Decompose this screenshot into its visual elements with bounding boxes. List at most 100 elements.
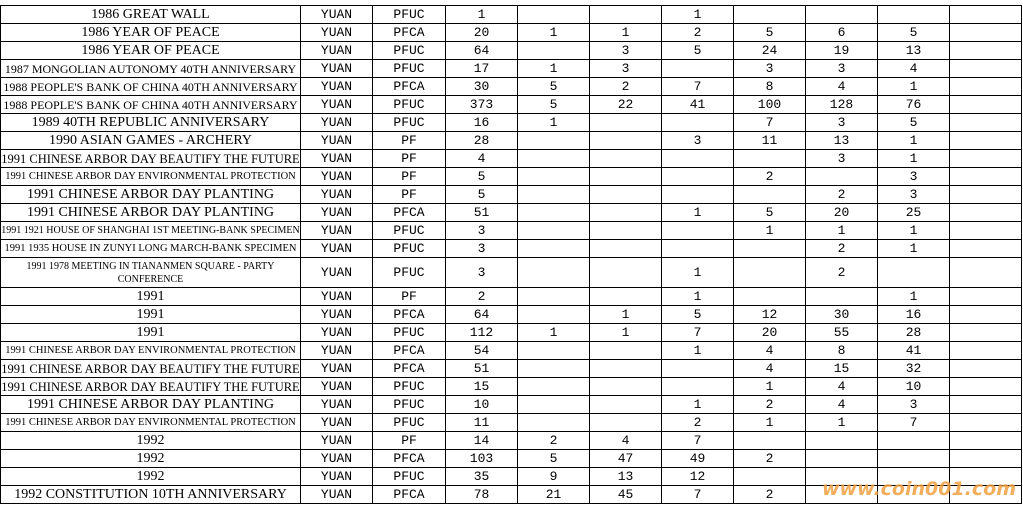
grade-cell: PF — [372, 167, 446, 186]
table-row: 1991 YUAN PFCA 64 1 5 12 30 16 — [0, 305, 1022, 324]
unit-cell: YUAN — [300, 485, 373, 504]
total-cell: 20 — [445, 23, 518, 42]
total-cell: 3 — [445, 221, 518, 240]
name-cell: 1991 CHINESE ARBOR DAY ENVIRONMENTAL PRO… — [0, 413, 301, 432]
unit-cell: YUAN — [300, 167, 373, 186]
name-cell: 1986 YEAR OF PEACE — [0, 23, 301, 42]
count-cell: 9 — [517, 467, 590, 486]
count-cell — [589, 341, 662, 360]
table-row: 1986 GREAT WALL YUAN PFUC 1 1 — [0, 5, 1022, 24]
grade-cell: PFUC — [372, 59, 446, 78]
count-cell: 3 — [805, 59, 878, 78]
count-cell: 8 — [733, 77, 806, 96]
count-cell — [589, 185, 662, 204]
name-cell: 1989 40TH REPUBLIC ANNIVERSARY — [0, 113, 301, 132]
count-cell: 10 — [877, 377, 950, 396]
count-cell: 1 — [661, 341, 734, 360]
total-cell: 103 — [445, 449, 518, 468]
table-row: 1987 MONGOLIAN AUTONOMY 40TH ANNIVERSARY… — [0, 59, 1022, 78]
name-cell: 1986 GREAT WALL — [0, 5, 301, 24]
count-cell: 1 — [877, 77, 950, 96]
count-cell — [517, 377, 590, 396]
count-cell — [517, 5, 590, 24]
empty-cell — [949, 5, 1022, 24]
count-cell: 21 — [517, 485, 590, 504]
total-cell: 15 — [445, 377, 518, 396]
unit-cell: YUAN — [300, 59, 373, 78]
empty-cell — [949, 341, 1022, 360]
grade-cell: PFUC — [372, 467, 446, 486]
empty-cell — [949, 167, 1022, 186]
total-cell: 373 — [445, 95, 518, 114]
count-cell — [517, 413, 590, 432]
count-cell — [589, 131, 662, 150]
count-cell: 5 — [877, 113, 950, 132]
count-cell: 4 — [805, 77, 878, 96]
count-cell: 2 — [733, 167, 806, 186]
count-cell: 3 — [733, 59, 806, 78]
empty-cell — [949, 131, 1022, 150]
name-cell: 1991 — [0, 305, 301, 324]
empty-cell — [949, 377, 1022, 396]
count-cell: 45 — [589, 485, 662, 504]
table-row: 1991 YUAN PF 2 1 1 — [0, 287, 1022, 306]
empty-cell — [949, 449, 1022, 468]
total-cell: 3 — [445, 239, 518, 258]
count-cell: 2 — [805, 239, 878, 258]
empty-cell — [949, 257, 1022, 288]
count-cell: 76 — [877, 95, 950, 114]
count-cell: 5 — [733, 23, 806, 42]
total-cell: 3 — [445, 257, 518, 288]
count-cell — [733, 467, 806, 486]
count-cell — [805, 449, 878, 468]
total-cell: 4 — [445, 149, 518, 168]
count-cell: 3 — [805, 149, 878, 168]
count-cell: 5 — [661, 305, 734, 324]
count-cell: 15 — [805, 359, 878, 378]
count-cell — [517, 167, 590, 186]
grade-cell: PFUC — [372, 221, 446, 240]
count-cell — [517, 359, 590, 378]
table-row: 1991 1921 HOUSE OF SHANGHAI 1ST MEETING-… — [0, 221, 1022, 240]
grade-cell: PF — [372, 185, 446, 204]
count-cell: 8 — [805, 341, 878, 360]
table-body: 1986 GREAT WALL YUAN PFUC 1 1 1986 YEAR OF PE… — [0, 5, 1022, 504]
unit-cell: YUAN — [300, 449, 373, 468]
empty-cell — [949, 287, 1022, 306]
total-cell: 51 — [445, 203, 518, 222]
count-cell — [733, 239, 806, 258]
unit-cell: YUAN — [300, 257, 373, 288]
count-cell: 13 — [589, 467, 662, 486]
count-cell: 3 — [877, 167, 950, 186]
name-cell: 1991 1978 MEETING IN TIANANMEN SQUARE - … — [0, 257, 301, 288]
count-cell: 5 — [517, 77, 590, 96]
unit-cell: YUAN — [300, 77, 373, 96]
empty-cell — [949, 203, 1022, 222]
total-cell: 2 — [445, 287, 518, 306]
count-cell — [877, 5, 950, 24]
count-cell: 2 — [661, 413, 734, 432]
unit-cell: YUAN — [300, 95, 373, 114]
empty-cell — [949, 395, 1022, 414]
name-cell: 1987 MONGOLIAN AUTONOMY 40TH ANNIVERSARY — [0, 59, 301, 78]
count-cell — [733, 5, 806, 24]
total-cell: 54 — [445, 341, 518, 360]
unit-cell: YUAN — [300, 413, 373, 432]
count-cell — [661, 59, 734, 78]
unit-cell: YUAN — [300, 395, 373, 414]
table-row: 1991 YUAN PFUC 112 1 1 7 20 55 28 — [0, 323, 1022, 342]
name-cell: 1991 CHINESE ARBOR DAY PLANTING — [0, 185, 301, 204]
count-cell: 13 — [805, 131, 878, 150]
count-cell — [589, 257, 662, 288]
count-cell: 128 — [805, 95, 878, 114]
name-cell: 1992 — [0, 449, 301, 468]
count-cell: 1 — [589, 305, 662, 324]
count-cell — [661, 359, 734, 378]
name-cell: 1992 — [0, 467, 301, 486]
empty-cell — [949, 23, 1022, 42]
count-cell: 5 — [517, 95, 590, 114]
count-cell — [805, 431, 878, 450]
count-cell — [517, 149, 590, 168]
name-cell: 1991 CHINESE ARBOR DAY BEAUTIFY THE FUTU… — [0, 149, 301, 168]
table-row: 1991 CHINESE ARBOR DAY BEAUTIFY THE FUTU… — [0, 359, 1022, 378]
